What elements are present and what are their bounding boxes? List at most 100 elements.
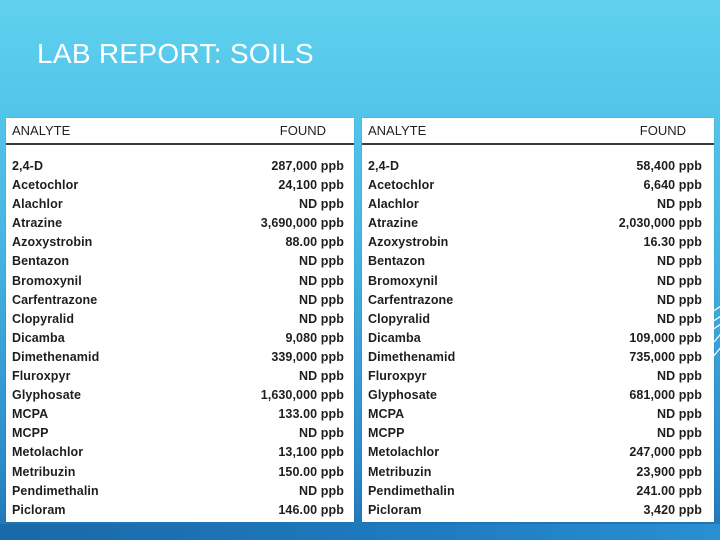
analyte-cell: Fluroxpyr (368, 369, 427, 384)
analyte-cell: Azoxystrobin (368, 235, 449, 250)
found-cell: ND ppb (298, 483, 344, 498)
table-row: 2,4-D 287,000 ppb (6, 157, 354, 176)
table-row: Alachlor ND ppb (362, 195, 714, 214)
analyte-cell: Carfentrazone (12, 292, 98, 307)
table-row: Atrazine 3,690,000 ppb (6, 214, 354, 233)
table-row: Bromoxynil ND ppb (362, 272, 714, 291)
table-row: Pendimethalin ND ppb (6, 482, 354, 501)
analyte-cell: 2,4-D (368, 159, 400, 173)
found-cell: ND ppb (656, 254, 702, 269)
table-body: 2,4-D 287,000 ppb Acetochlor 24,100 ppb Alac… (6, 145, 354, 520)
table-row: Azoxystrobin 16.30 ppb (362, 233, 714, 252)
found-cell: ND ppb (298, 254, 344, 269)
found-cell: 247,000 ppb (629, 445, 702, 460)
table-row: Metolachlor 247,000 ppb (362, 443, 714, 462)
found-cell: 58,400 ppb (636, 159, 702, 173)
table-row: Clopyralid ND ppb (6, 310, 354, 329)
table-header: ANALYTE FOUND (362, 118, 714, 145)
found-cell: 150.00 ppb (278, 464, 344, 479)
found-cell: ND ppb (656, 311, 702, 326)
found-cell: ND ppb (656, 369, 702, 384)
table-row: Azoxystrobin 88.00 ppb (6, 233, 354, 252)
found-cell: 681,000 ppb (629, 388, 702, 403)
table-row: Acetochlor 6,640 ppb (362, 176, 714, 195)
decorative-lines (712, 305, 720, 359)
found-cell: 6,640 ppb (643, 178, 702, 193)
footer-bar (0, 524, 720, 540)
table-row: Clopyralid ND ppb (362, 310, 714, 329)
analyte-cell: Bromoxynil (368, 273, 438, 288)
table-body: 2,4-D 58,400 ppb Acetochlor 6,640 ppb Alachl… (362, 145, 714, 520)
slide-title: LAB REPORT: SOILS (37, 38, 314, 69)
found-cell: 339,000 ppb (271, 349, 344, 364)
table-row: Fluroxpyr ND ppb (6, 367, 354, 386)
analyte-cell: Picloram (12, 502, 66, 517)
table-row: 2,4-D 58,400 ppb (362, 157, 714, 176)
analyte-cell: Metolachlor (368, 445, 440, 460)
analyte-cell: 2,4-D (12, 159, 44, 173)
table-row: Bentazon ND ppb (6, 252, 354, 271)
analyte-cell: Dimethenamid (12, 349, 100, 364)
analyte-cell: Pendimethalin (12, 483, 99, 498)
analyte-cell: Metolachlor (12, 445, 84, 460)
analyte-cell: Picloram (368, 502, 422, 517)
found-cell: ND ppb (298, 273, 344, 288)
found-cell: 24,100 ppb (278, 178, 344, 193)
table-row: Glyphosate 1,630,000 ppb (6, 386, 354, 405)
found-cell: ND ppb (298, 311, 344, 326)
found-cell: 241.00 ppb (636, 483, 702, 498)
table-row: Dimethenamid 339,000 ppb (6, 348, 354, 367)
table-row: Metribuzin 150.00 ppb (6, 463, 354, 482)
found-column-header: FOUND (639, 123, 686, 138)
found-cell: ND ppb (656, 197, 702, 212)
found-cell: ND ppb (298, 369, 344, 384)
found-cell: ND ppb (656, 407, 702, 422)
analyte-cell: Acetochlor (368, 178, 435, 193)
table-row: MCPA 133.00 ppb (6, 405, 354, 424)
table-row: Metolachlor 13,100 ppb (6, 443, 354, 462)
table-row: Dimethenamid 735,000 ppb (362, 348, 714, 367)
table-row: Picloram 146.00 ppb (6, 501, 354, 520)
table-header: ANALYTE FOUND (6, 118, 354, 145)
results-table-right: ANALYTE FOUND 2,4-D 58,400 ppb Acetochlor 6… (362, 118, 714, 522)
analyte-cell: MCPA (12, 407, 49, 422)
analyte-cell: Bentazon (368, 254, 426, 269)
found-cell: 3,420 ppb (643, 502, 702, 517)
table-row: Fluroxpyr ND ppb (362, 367, 714, 386)
analyte-column-header: ANALYTE (368, 123, 427, 138)
found-cell: 735,000 ppb (629, 349, 702, 364)
table-row: Carfentrazone ND ppb (6, 291, 354, 310)
analyte-cell: Fluroxpyr (12, 369, 71, 384)
table-row: Bromoxynil ND ppb (6, 272, 354, 291)
table-row: MCPA ND ppb (362, 405, 714, 424)
analyte-cell: Alachlor (368, 197, 419, 212)
table-row: Picloram 3,420 ppb (362, 501, 714, 520)
found-cell: ND ppb (298, 197, 344, 212)
table-row: Alachlor ND ppb (6, 195, 354, 214)
found-cell: 287,000 ppb (271, 159, 344, 173)
found-cell: ND ppb (298, 292, 344, 307)
analyte-cell: Pendimethalin (368, 483, 455, 498)
found-cell: 109,000 ppb (629, 330, 702, 345)
analyte-cell: Clopyralid (12, 311, 75, 326)
table-row: Acetochlor 24,100 ppb (6, 176, 354, 195)
analyte-cell: Atrazine (12, 216, 63, 231)
analyte-cell: MCPA (368, 407, 405, 422)
analyte-cell: Glyphosate (368, 388, 438, 403)
analyte-cell: Metribuzin (12, 464, 76, 479)
table-row: Carfentrazone ND ppb (362, 291, 714, 310)
analyte-cell: Carfentrazone (368, 292, 454, 307)
analyte-cell: Atrazine (368, 216, 419, 231)
analyte-cell: Azoxystrobin (12, 235, 93, 250)
found-cell: 13,100 ppb (278, 445, 344, 460)
analyte-cell: Dicamba (368, 330, 421, 345)
analyte-cell: Alachlor (12, 197, 63, 212)
found-cell: 16.30 ppb (643, 235, 702, 250)
analyte-cell: MCPP (368, 426, 405, 441)
analyte-cell: Dicamba (12, 330, 65, 345)
analyte-cell: Dimethenamid (368, 349, 456, 364)
found-cell: 88.00 ppb (285, 235, 344, 250)
analyte-cell: Glyphosate (12, 388, 82, 403)
analyte-column-header: ANALYTE (12, 123, 71, 138)
found-cell: ND ppb (656, 292, 702, 307)
